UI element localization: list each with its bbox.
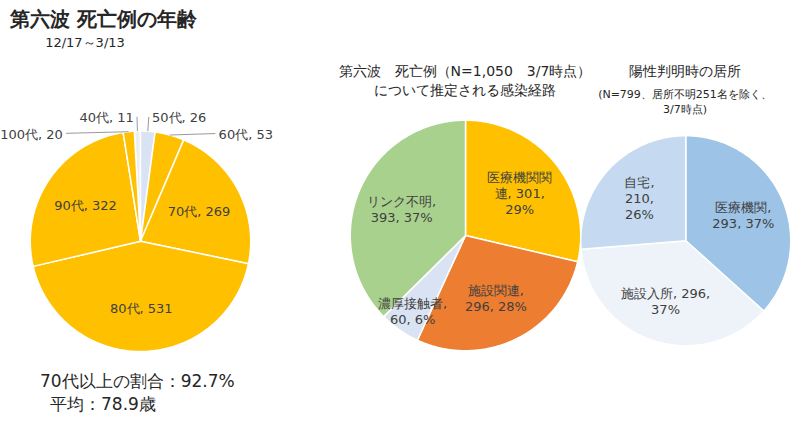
svg-text:リンク不明,393, 37%: リンク不明,393, 37% <box>367 194 436 225</box>
html-text:第六波 死亡例（N=1,050 3/7時点） について推定さ: 第六波 死亡例（N=1,050 3/7時点） について推定される感染経路 <box>338 63 592 98</box>
html-text:70代以上の割合：92.7%: 70代以上の割合：92.7% <box>40 371 235 391</box>
svg-text:濃厚接触者,60, 6%: 濃厚接触者,60, 6% <box>378 296 447 327</box>
html-text:第六波 死亡例の年齢: 第六波 死亡例の年齢 <box>10 7 197 31</box>
html-text:12/17～3/13: 12/17～3/13 <box>45 35 125 50</box>
svg-text:70代, 269: 70代, 269 <box>168 203 231 218</box>
svg-text:60代, 53: 60代, 53 <box>219 126 273 141</box>
svg-text:医療機関関連, 301,29%: 医療機関関連, 301,29% <box>487 170 552 218</box>
html-text:(N=799、居所不明251名を除く、 3/7時点): (N=799、居所不明251名を除く、 3/7時点) <box>598 88 772 116</box>
svg-text:40代, 11: 40代, 11 <box>79 110 133 125</box>
html-text:平均：78.9歳: 平均：78.9歳 <box>50 394 156 414</box>
html-text:陽性判明時の居所: 陽性判明時の居所 <box>629 63 741 79</box>
svg-text:80代, 531: 80代, 531 <box>110 300 173 315</box>
svg-text:50代, 26: 50代, 26 <box>152 110 206 125</box>
svg-text:自宅,210,26%: 自宅,210,26% <box>624 175 654 223</box>
svg-text:施設関連,296, 28%: 施設関連,296, 28% <box>465 283 527 314</box>
svg-text:100代, 20: 100代, 20 <box>0 126 63 141</box>
svg-text:90代, 322: 90代, 322 <box>54 197 117 212</box>
svg-text:医療機関,293, 37%: 医療機関,293, 37% <box>712 200 774 231</box>
svg-text:施設入所, 296,37%: 施設入所, 296,37% <box>621 285 710 316</box>
